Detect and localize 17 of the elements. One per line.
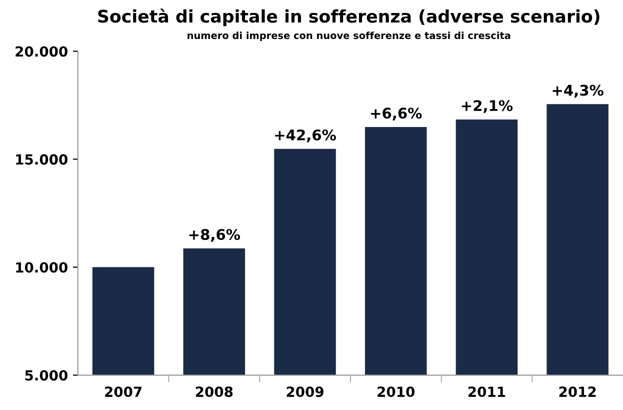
x-tick-label: 2007 (105, 386, 142, 398)
annotation: +8,6% (189, 228, 240, 242)
annotation: +42,6% (275, 129, 336, 142)
y-tick-label: 15.000 (16, 154, 68, 165)
chart-subtitle: numero di imprese con nuove sofferenze e tassi di crescita (188, 32, 510, 41)
x-tick-label: 2009 (286, 386, 324, 398)
y-tick-label: 10.000 (16, 262, 68, 273)
annotation: +2,1% (462, 100, 513, 113)
y-tick-label: 5.000 (25, 370, 68, 381)
x-tick-label: 2010 (378, 386, 415, 398)
x-tick-label: 2011 (468, 386, 506, 398)
chart-title: Società di capitale in sofferenza (adverse scenario) (98, 8, 600, 26)
annotation: +4,3% (552, 84, 604, 98)
x-tick-label: 2012 (559, 386, 596, 398)
y-tick-label: 20.000 (16, 46, 68, 57)
x-tick-label: 2008 (196, 386, 233, 398)
annotation: +6,6% (371, 108, 422, 121)
